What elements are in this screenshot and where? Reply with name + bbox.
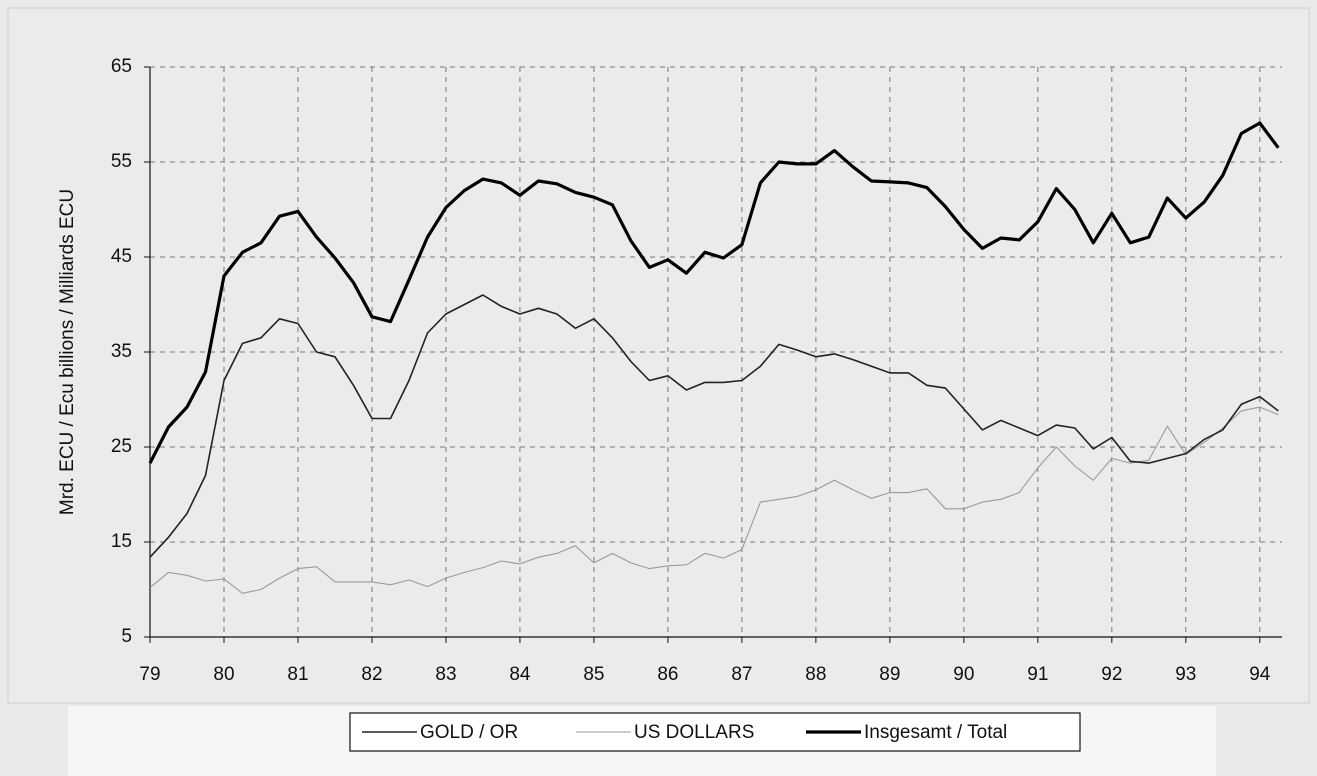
legend-box	[349, 712, 1081, 752]
x-tick-label: 84	[509, 664, 531, 685]
x-tick-label: 82	[361, 664, 382, 685]
y-axis-label: Mrd. ECU / Ecu billions / Milliards ECU	[57, 189, 78, 515]
series-line	[149, 294, 1279, 558]
x-tick-label: 86	[657, 664, 678, 685]
x-tick-label: 88	[805, 664, 826, 685]
legend-label: US DOLLARS	[634, 722, 754, 743]
x-tick-label: 79	[139, 664, 160, 685]
legend-label: Insgesamt / Total	[864, 722, 1007, 743]
x-tick-label: 87	[731, 664, 752, 685]
x-tick-label: 90	[953, 664, 974, 685]
series-line	[149, 406, 1279, 594]
x-tick-label: 83	[435, 664, 456, 685]
y-tick-label: 35	[111, 341, 132, 362]
x-tick-label: 94	[1249, 664, 1271, 685]
x-tick-label: 91	[1027, 664, 1048, 685]
y-tick-label: 25	[111, 436, 132, 457]
chart-frame	[7, 7, 1310, 704]
x-tick-label: 85	[583, 664, 604, 685]
x-tick-label: 81	[287, 664, 308, 685]
series-line	[148, 121, 1280, 464]
x-tick-label: 89	[879, 664, 900, 685]
x-tick-label: 80	[213, 664, 234, 685]
x-tick-label: 93	[1175, 664, 1196, 685]
x-tick-label: 92	[1101, 664, 1122, 685]
y-tick-label: 5	[121, 626, 132, 647]
legend-label: GOLD / OR	[420, 722, 518, 743]
y-tick-label: 15	[111, 531, 132, 552]
y-tick-label: 45	[111, 246, 132, 267]
y-tick-label: 65	[111, 56, 132, 77]
y-tick-label: 55	[111, 151, 132, 172]
